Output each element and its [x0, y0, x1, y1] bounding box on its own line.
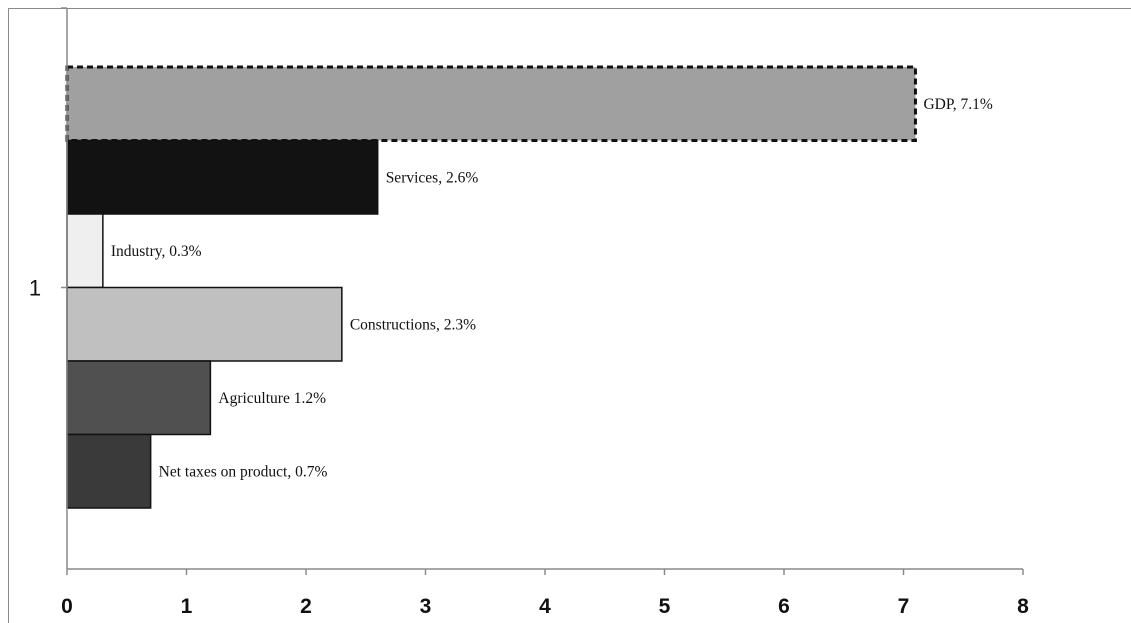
bar-industry — [66, 213, 104, 289]
chart-frame — [8, 8, 1131, 623]
bar-agriculture — [66, 360, 212, 436]
x-tick-label-6: 6 — [778, 595, 790, 618]
labels-group: GDP, 7.1% Services, 2.6% Industry, 0.3% Con… — [29, 96, 1029, 618]
data-label-constructions: Constructions, 2.3% — [350, 316, 476, 333]
y-category-label: 1 — [29, 276, 41, 301]
data-label-net-taxes-on-product: Net taxes on product, 0.7% — [159, 463, 328, 480]
x-tick-label-5: 5 — [659, 595, 671, 618]
bar-net-taxes-on-product — [66, 433, 152, 509]
bars-group — [65, 65, 917, 509]
x-tick-label-0: 0 — [61, 595, 73, 618]
data-label-agriculture: Agriculture 1.2% — [218, 390, 326, 407]
bar-gdp — [65, 65, 917, 142]
x-tick-label-1: 1 — [181, 595, 193, 618]
x-tick-label-4: 4 — [539, 595, 551, 618]
x-tick-label-2: 2 — [300, 595, 312, 618]
x-tick-label-3: 3 — [420, 595, 432, 618]
x-tick-label-7: 7 — [898, 595, 910, 618]
axes-group — [61, 7, 1024, 575]
bar-constructions — [66, 286, 343, 362]
data-label-services: Services, 2.6% — [386, 169, 479, 186]
data-label-industry: Industry, 0.3% — [111, 243, 202, 260]
data-label-gdp: GDP, 7.1% — [923, 96, 992, 113]
x-tick-label-8: 8 — [1017, 595, 1029, 618]
bar-services — [66, 139, 379, 215]
